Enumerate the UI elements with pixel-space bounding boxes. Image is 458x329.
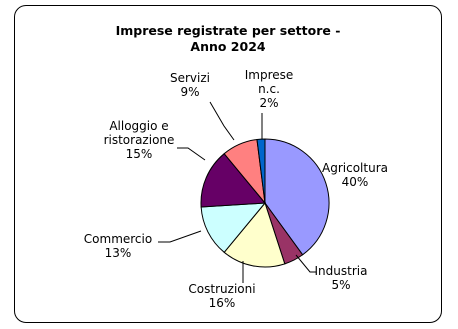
slice-name: Industria [315,264,368,278]
slice-label-costruzioni: Costruzioni 16% [188,282,255,310]
slice-labels: Agricoltura 40%Industria 5%Costruzioni 16%C… [84,68,388,310]
leader-line-alloggio-e-ristorazione [177,147,206,161]
slice-percent: 2% [259,96,278,110]
slice-name: Servizi [170,71,210,85]
slice-label-industria: Industria 5% [315,264,368,292]
slice-name: Imprese [245,68,294,82]
slice-label-imprese-n-c: Imprese n.c. 2% [245,68,294,110]
leader-line-commercio [158,230,202,243]
chart-title-line-1: Imprese registrate per settore - [115,23,341,38]
slice-percent: 5% [331,278,350,292]
slice-name: Commercio [84,232,152,246]
slice-percent: 40% [342,175,369,189]
pie-slice-costruzioni [223,201,286,268]
slice-name: n.c. [258,82,280,96]
pie-slices [200,138,330,268]
slice-label-commercio: Commercio 13% [84,232,152,260]
slice-label-alloggio-e-ristorazione: Alloggio e ristorazione 15% [104,119,175,161]
leader-line-industria [295,254,316,273]
slice-name: Alloggio e [109,119,168,133]
pie-slice-alloggio-e-ristorazione [200,152,267,208]
slice-label-agricoltura: Agricoltura 40% [322,161,388,189]
slice-name: Agricoltura [322,161,388,175]
slice-label-servizi: Servizi 9% [170,71,210,99]
slice-percent: 16% [209,296,236,310]
leader-lines [158,101,316,283]
slice-percent: 13% [105,246,132,260]
chart-title-line-2: Anno 2024 [190,39,266,54]
pie-slice-imprese-n-c [256,138,266,204]
slice-name: Costruzioni [188,282,255,296]
slice-percent: 15% [126,147,153,161]
slice-name: ristorazione [104,133,175,147]
leader-line-servizi [209,101,235,141]
chart-title: Imprese registrate per settore - Anno 20… [14,23,442,55]
slice-percent: 9% [180,85,199,99]
pie-slice-agricoltura [264,138,330,256]
